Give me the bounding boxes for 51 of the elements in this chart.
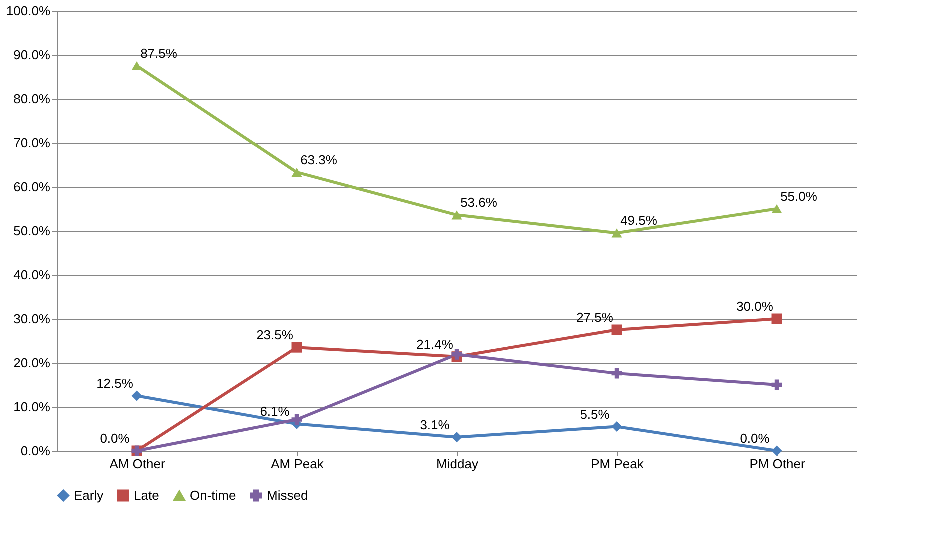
y-tick-label: 20.0%	[14, 356, 51, 370]
x-tick-label: AM Other	[110, 456, 166, 472]
point	[612, 324, 622, 336]
data-label: 87.5%	[140, 46, 178, 61]
point	[612, 422, 622, 432]
data-label: 3.1%	[420, 417, 450, 432]
y-tick-label: 80.0%	[14, 92, 51, 106]
y-tick-label: 50.0%	[14, 224, 51, 238]
legend-label: On-time	[190, 488, 236, 504]
point	[452, 432, 462, 443]
point	[292, 342, 302, 353]
data-label: 30.0%	[736, 299, 774, 314]
point	[452, 210, 462, 220]
data-label: 0.0%	[740, 431, 770, 446]
point	[132, 390, 142, 402]
x-tick-label: AM Peak	[271, 456, 324, 472]
point	[772, 314, 782, 324]
data-label: 27.5%	[576, 310, 614, 325]
data-label: 21.4%	[416, 336, 454, 352]
data-label: 55.0%	[780, 189, 818, 204]
data-label: 12.5%	[96, 376, 134, 391]
data-label: 6.1%	[260, 404, 290, 420]
legend-label: Late	[134, 488, 160, 503]
data-label: 23.5%	[256, 328, 294, 343]
data-label: 0.0%	[100, 431, 130, 446]
y-tick-label: 0.0%	[20, 444, 51, 458]
legend-label: Early	[74, 488, 104, 503]
y-tick-label: 10.0%	[14, 400, 51, 414]
data-label: 63.3%	[300, 152, 338, 168]
legend-label: Missed	[267, 488, 308, 503]
point	[292, 414, 302, 426]
y-tick-label: 90.0%	[14, 48, 51, 62]
point	[452, 349, 462, 360]
point	[772, 380, 782, 390]
point	[612, 228, 622, 238]
data-label: 53.6%	[460, 195, 498, 210]
point	[132, 61, 142, 71]
x-tick-label: Midday	[436, 456, 479, 472]
point	[292, 168, 302, 178]
point	[612, 368, 622, 379]
x-tick-label: PM Other	[750, 456, 806, 472]
point	[772, 204, 782, 214]
point	[772, 446, 782, 456]
y-tick-label: 40.0%	[14, 268, 51, 282]
y-tick-label: 60.0%	[14, 180, 51, 194]
x-tick-label: PM Peak	[591, 456, 644, 472]
data-label: 5.5%	[580, 406, 610, 422]
data-label: 49.5%	[620, 213, 658, 228]
y-tick-label: 30.0%	[14, 312, 51, 326]
y-tick-label: 70.0%	[14, 136, 51, 150]
y-tick-label: 100.0%	[6, 4, 51, 18]
